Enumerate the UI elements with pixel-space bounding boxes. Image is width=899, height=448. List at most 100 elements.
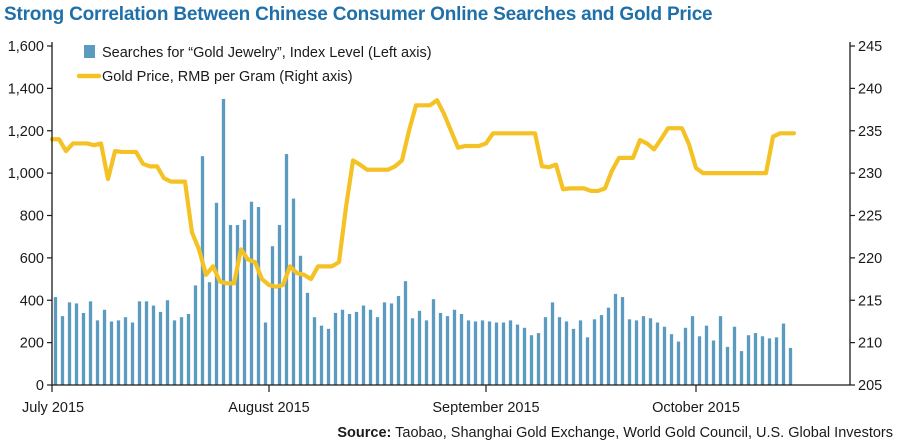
bar — [641, 316, 646, 385]
bar — [704, 325, 709, 385]
bar — [501, 322, 506, 385]
x-tick-label: August 2015 — [228, 400, 309, 416]
bar — [739, 351, 744, 385]
bar — [445, 316, 450, 385]
bar — [81, 312, 86, 385]
left-tick-label: 1,000 — [8, 166, 44, 182]
bar — [326, 328, 331, 385]
bar — [473, 321, 478, 385]
bar — [424, 320, 429, 385]
bar — [466, 320, 471, 385]
bar — [543, 317, 548, 385]
bar — [634, 320, 639, 385]
bar — [459, 314, 464, 385]
left-tick-label: 200 — [20, 336, 44, 352]
bar — [494, 322, 499, 385]
bar — [221, 98, 226, 385]
bar — [137, 301, 142, 385]
bar — [760, 336, 765, 385]
bars-layer — [53, 98, 793, 385]
bar — [557, 317, 562, 385]
bar — [291, 198, 296, 385]
bar — [438, 312, 443, 385]
bar — [627, 319, 632, 385]
left-tick-label: 1,600 — [8, 39, 44, 55]
bar — [144, 301, 149, 385]
right-tick-label: 220 — [858, 251, 882, 267]
left-tick-label: 1,400 — [8, 81, 44, 97]
bar — [67, 302, 72, 385]
bar — [382, 302, 387, 385]
bar — [151, 305, 156, 385]
bar — [123, 317, 128, 385]
x-tick-label: September 2015 — [432, 400, 539, 416]
right-tick-label: 235 — [858, 124, 882, 140]
bar — [781, 323, 786, 385]
bar — [347, 314, 352, 385]
bar — [662, 326, 667, 385]
bar — [536, 333, 541, 385]
bar — [277, 225, 282, 385]
bar — [410, 318, 415, 385]
left-tick-label: 1,200 — [8, 124, 44, 140]
line-layer — [49, 98, 797, 289]
bar — [746, 335, 751, 385]
right-tick-label: 215 — [858, 293, 882, 309]
bar — [669, 334, 674, 385]
bar — [95, 320, 100, 385]
bar — [200, 156, 205, 385]
bar — [242, 219, 247, 385]
bar — [312, 317, 317, 385]
bar — [522, 327, 527, 385]
bar — [207, 282, 212, 385]
bar — [606, 307, 611, 385]
x-tick-label: October 2015 — [652, 400, 740, 416]
bar — [676, 341, 681, 385]
bar — [648, 318, 653, 385]
bar — [193, 285, 198, 385]
bar — [515, 324, 520, 385]
bar — [375, 317, 380, 385]
right-tick-label: 205 — [858, 378, 882, 394]
bar — [340, 309, 345, 385]
bar — [368, 309, 373, 385]
bar — [102, 309, 107, 385]
bar — [487, 321, 492, 385]
bar — [655, 322, 660, 385]
bar — [564, 321, 569, 385]
bar — [711, 340, 716, 385]
bar — [774, 337, 779, 385]
bar — [319, 325, 324, 385]
bar — [333, 312, 338, 385]
bar — [613, 293, 618, 385]
bar — [697, 336, 702, 385]
right-tick-label: 210 — [858, 336, 882, 352]
bar — [270, 246, 275, 385]
bar — [284, 154, 289, 385]
left-tick-label: 800 — [20, 209, 44, 225]
bar — [361, 305, 366, 385]
bar — [256, 207, 261, 385]
bar — [88, 301, 93, 385]
bar — [753, 333, 758, 385]
bar — [172, 320, 177, 385]
bar — [109, 321, 114, 385]
right-tick-label: 245 — [858, 39, 882, 55]
bar — [529, 335, 534, 385]
bar — [620, 297, 625, 385]
bar — [298, 255, 303, 385]
left-tick-label: 600 — [20, 251, 44, 267]
bar — [74, 303, 79, 385]
bar — [550, 302, 555, 385]
bar — [396, 296, 401, 385]
bar — [732, 326, 737, 385]
bar — [690, 316, 695, 385]
bar — [599, 315, 604, 385]
right-tick-label: 230 — [858, 166, 882, 182]
right-tick-label: 240 — [858, 81, 882, 97]
bar — [228, 225, 233, 385]
gold-price-line — [49, 98, 797, 289]
x-tick-label: July 2015 — [22, 400, 84, 416]
